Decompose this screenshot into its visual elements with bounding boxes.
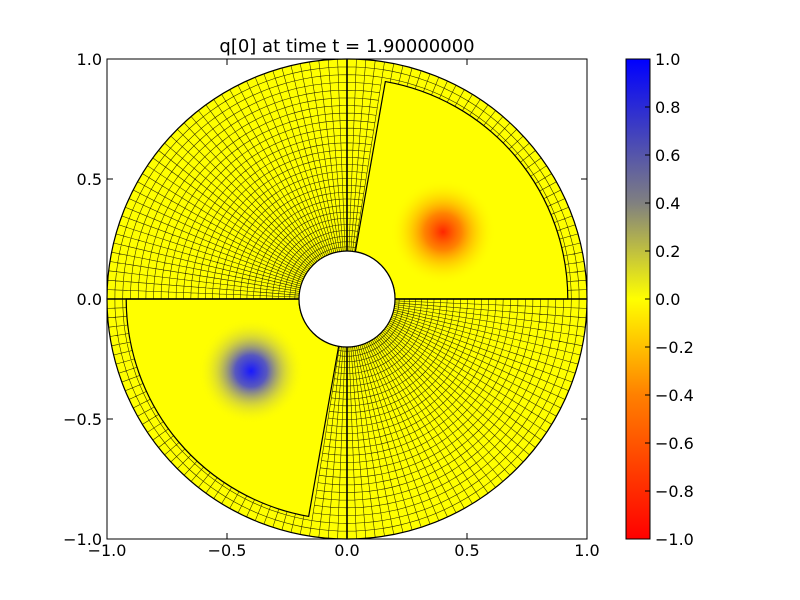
colorbar-tick-label: −1.0 (655, 530, 694, 549)
colorbar-tick-label: −0.8 (655, 482, 694, 501)
inner-boundary (298, 250, 396, 348)
colorbar-ticks: 1.0 0.8 0.6 0.4 0.2 0.0 −0.2 −0.4 −0.6 −0.8 −1.0 (645, 50, 694, 549)
chart-title: q[0] at time t = 1.90000000 (219, 36, 474, 57)
refined-patches (106, 58, 588, 540)
positive-blob (198, 318, 304, 424)
y-tick-label: 0.5 (77, 170, 102, 189)
y-tick-label: −1.0 (63, 530, 102, 549)
solution-features (198, 179, 496, 424)
colorbar-tick-label: −0.6 (655, 434, 694, 453)
colorbar-tick-label: 0.2 (655, 242, 680, 261)
plot-area: −1.0 −0.5 0.0 0.5 1.0 −1.0 −0.5 0.0 0.5 1.0 (63, 50, 600, 560)
colorbar-tick-label: 0.4 (655, 194, 680, 213)
colorbar-tick-label: −0.4 (655, 386, 694, 405)
colorbar-tick-label: −0.2 (655, 338, 694, 357)
x-tick-label: 0.5 (454, 541, 479, 560)
y-tick-label: 0.0 (77, 290, 102, 309)
negative-blob (390, 179, 496, 285)
y-tick-label: 1.0 (77, 50, 102, 69)
x-tick-label: 1.0 (574, 541, 599, 560)
x-tick-label: −1.0 (88, 541, 127, 560)
x-axis-ticks: −1.0 −0.5 0.0 0.5 1.0 (88, 59, 600, 560)
colorbar-tick-label: 0.8 (655, 98, 680, 117)
colorbar-tick-label: 0.0 (655, 290, 680, 309)
x-tick-label: −0.5 (208, 541, 247, 560)
colorbar-tick-label: 0.6 (655, 146, 680, 165)
y-tick-label: −0.5 (63, 410, 102, 429)
x-tick-label: 0.0 (334, 541, 359, 560)
y-axis-ticks: −1.0 −0.5 0.0 0.5 1.0 (63, 50, 587, 549)
colorbar-tick-label: 1.0 (655, 50, 680, 69)
colorbar: 1.0 0.8 0.6 0.4 0.2 0.0 −0.2 −0.4 −0.6 −0.8 −1.0 (625, 50, 694, 549)
